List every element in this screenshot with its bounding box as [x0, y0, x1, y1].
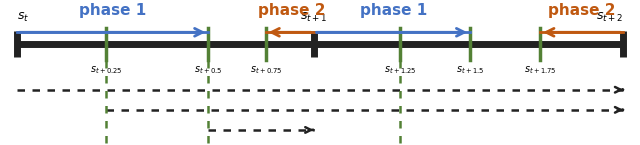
Text: $s_{t+0.5}$: $s_{t+0.5}$	[194, 64, 223, 76]
Text: $s_t$: $s_t$	[17, 11, 29, 24]
Text: $s_{t+1.5}$: $s_{t+1.5}$	[456, 64, 484, 76]
Text: $s_{t+1.75}$: $s_{t+1.75}$	[524, 64, 556, 76]
Text: $s_{t+1}$: $s_{t+1}$	[300, 11, 327, 24]
Text: phase 2: phase 2	[548, 3, 616, 18]
Text: phase 1: phase 1	[79, 3, 146, 18]
Text: $s_{t+0.25}$: $s_{t+0.25}$	[90, 64, 122, 76]
Text: $s_{t+1.25}$: $s_{t+1.25}$	[383, 64, 416, 76]
Text: phase 1: phase 1	[360, 3, 427, 18]
Text: $s_{t+2}$: $s_{t+2}$	[596, 11, 623, 24]
Text: $s_{t+0.75}$: $s_{t+0.75}$	[250, 64, 282, 76]
Text: phase 2: phase 2	[257, 3, 325, 18]
